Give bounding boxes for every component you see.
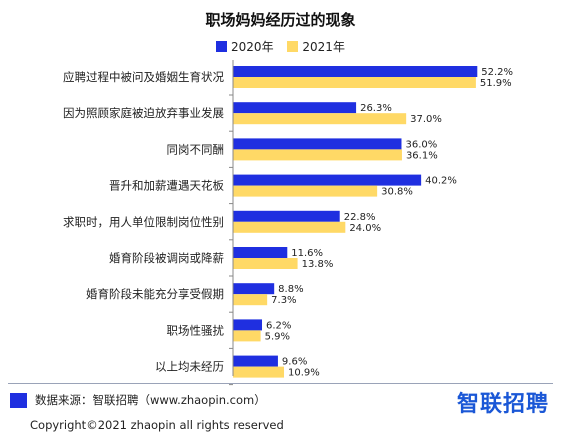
data-label-2021: 36.1% [406, 150, 438, 161]
data-label-2021: 10.9% [288, 368, 320, 379]
chart-legend: 2020年 2021年 [0, 38, 561, 55]
data-source: 数据来源：智联招聘（www.zhaopin.com） [10, 392, 266, 408]
category-label: 因为照顾家庭被迫放弃事业发展 [63, 106, 224, 120]
data-source-text: 数据来源：智联招聘（www.zhaopin.com） [35, 393, 266, 407]
bar-2020 [233, 355, 278, 367]
chart-title: 职场妈妈经历过的现象 [205, 11, 356, 29]
footer-divider [8, 383, 553, 384]
legend-label-2021: 2021年 [302, 40, 345, 54]
legend-item-2020: 2020年 [216, 38, 274, 55]
bar-2021 [233, 77, 476, 88]
data-label-2020: 6.2% [266, 320, 291, 331]
legend-item-2021: 2021年 [287, 38, 345, 55]
category-label: 晋升和加薪遭遇天花板 [109, 179, 224, 193]
source-marker-icon [10, 392, 27, 408]
bar-2020 [233, 174, 422, 186]
category-label: 以上均未经历 [155, 360, 224, 374]
copyright-text: Copyright©2021 zhaopin all rights reserv… [30, 418, 284, 432]
category-label: 婚育阶段被调岗或降薪 [109, 251, 224, 265]
legend-swatch-2020 [216, 41, 228, 52]
category-label: 求职时，用人单位限制岗位性别 [63, 215, 224, 229]
bar-2021 [233, 258, 298, 269]
bar-2020 [233, 319, 263, 331]
bar-2020 [233, 102, 357, 114]
legend-label-2020: 2020年 [231, 40, 274, 54]
data-label-2020: 9.6% [282, 357, 307, 368]
bar-2021 [233, 221, 346, 233]
data-label-2021: 51.9% [480, 78, 512, 89]
bar-2020 [233, 247, 288, 258]
data-label-2020: 52.2% [481, 67, 513, 78]
data-label-2020: 22.8% [344, 212, 376, 223]
bar-2020 [233, 283, 275, 295]
bar-2020 [233, 138, 402, 150]
bar-2021 [233, 113, 407, 125]
category-label: 职场性骚扰 [167, 323, 225, 337]
data-label-2021: 24.0% [349, 223, 381, 234]
brand-logo: 智联招聘 [456, 392, 549, 417]
data-label-2021: 13.8% [302, 259, 334, 270]
data-label-2021: 7.3% [271, 295, 296, 306]
bar-2021 [233, 294, 268, 306]
data-label-2021: 30.8% [381, 187, 413, 198]
bar-2021 [233, 330, 261, 342]
bar-2021 [233, 149, 402, 161]
bar-2020 [233, 210, 340, 222]
legend-swatch-2021 [287, 41, 299, 52]
data-label-2020: 11.6% [291, 248, 323, 259]
bar-2020 [233, 66, 478, 77]
data-label-2021: 5.9% [265, 331, 290, 342]
data-label-2020: 40.2% [425, 176, 457, 187]
category-label: 应聘过程中被问及婚姻生育状况 [63, 70, 224, 84]
category-label: 婚育阶段未能充分享受假期 [86, 287, 224, 301]
bar-2021 [233, 185, 378, 197]
data-label-2021: 37.0% [410, 114, 442, 125]
category-label: 同岗不同酬 [167, 142, 225, 156]
bar-2021 [233, 366, 285, 378]
data-label-2020: 8.8% [278, 284, 303, 295]
data-label-2020: 36.0% [405, 139, 437, 150]
data-label-2020: 26.3% [360, 103, 392, 114]
